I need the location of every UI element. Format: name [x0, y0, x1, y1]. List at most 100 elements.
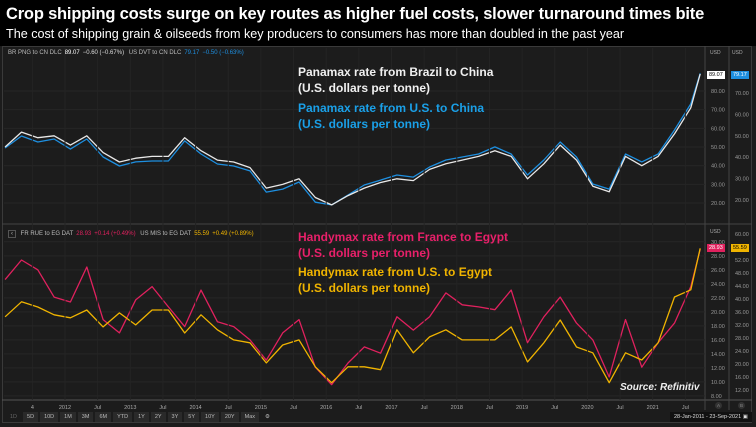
legend-code: US MIS to EG DAT: [140, 231, 192, 237]
y-tick-label: 20.00: [711, 310, 725, 316]
y-tick-label: 80.00: [711, 89, 725, 95]
date-range-text: 28-Jan-2011 - 23-Sep-2021: [674, 414, 742, 420]
unit-selector[interactable]: USD: [732, 50, 743, 56]
y-tick-label: 50.00: [735, 134, 749, 140]
x-tick-label: 2013: [124, 405, 136, 411]
last-value-tag: 89.07: [707, 71, 725, 79]
period-button-1y[interactable]: 1Y: [134, 412, 149, 422]
y-tick-label: 20.00: [711, 201, 725, 207]
x-tick-label: 2014: [189, 405, 201, 411]
unit-selector[interactable]: USD: [710, 50, 721, 56]
y-tick-label: 28.00: [735, 336, 749, 342]
legend-code: US DVT to CN DLC: [128, 50, 182, 56]
y-tick-label: 40.00: [735, 155, 749, 161]
series-line-fr-rue-to-eg-dat: [4, 249, 701, 386]
series-line-br-png-to-cn-dlc: [4, 73, 701, 206]
x-tick-label: 4: [31, 405, 34, 411]
period-button-3m[interactable]: 3M: [77, 412, 94, 422]
header: Crop shipping costs surge on key routes …: [0, 0, 756, 46]
annotation-line: (U.S. dollars per tonne): [298, 281, 431, 295]
y-tick-label: 16.00: [711, 338, 725, 344]
y-tick-label: 48.00: [735, 271, 749, 277]
chart-frame: [2, 46, 752, 423]
chart-subtitle: The cost of shipping grain & oilseeds fr…: [6, 27, 625, 41]
chart-title: Crop shipping costs surge on key routes …: [6, 5, 705, 23]
y-tick-label: 8.00: [711, 394, 722, 400]
period-button-1m[interactable]: 1M: [60, 412, 76, 422]
x-tick-label: 2021: [647, 405, 659, 411]
x-tick-label: Jul: [355, 405, 362, 411]
x-tick-label: Jul: [551, 405, 558, 411]
legend-last: 55.59: [194, 231, 210, 237]
x-tick-label: 2012: [59, 405, 71, 411]
period-toolbar: 1D 5D 10D 1M 3M 6M YTD 1Y 2Y 3Y 5Y 10Y 2…: [6, 412, 274, 422]
legend-change: +0.49 (+0.89%): [212, 231, 254, 237]
annotation-line: Panamax rate from U.S. to China: [298, 101, 485, 115]
period-button-max[interactable]: Max: [240, 412, 259, 422]
y-tick-label: 30.00: [735, 177, 749, 183]
y-tick-label: 30.00: [711, 182, 725, 188]
collapse-icon[interactable]: ‹: [8, 230, 16, 238]
x-tick-label: 2016: [320, 405, 332, 411]
period-button-6m[interactable]: 6M: [95, 412, 112, 422]
y-tick-label: 60.00: [735, 232, 749, 238]
y-tick-label: 30.00: [711, 240, 725, 246]
legend-last: 79.17: [184, 50, 200, 56]
annotation-line: Handymax rate from U.S. to Egypt: [298, 265, 493, 279]
last-value-tag: 79.17: [731, 71, 749, 79]
y-tick-label: 24.00: [711, 282, 725, 288]
period-button-5d[interactable]: 5D: [23, 412, 39, 422]
y-tick-label: 20.00: [735, 198, 749, 204]
y-tick-label: 40.00: [711, 164, 725, 170]
calendar-icon[interactable]: ▣: [742, 414, 748, 420]
axis-b-button[interactable]: B: [738, 402, 745, 409]
annotation-line: (U.S. dollars per tonne): [298, 117, 431, 131]
period-button-3y[interactable]: 3Y: [167, 412, 183, 422]
legend-change: +0.14 (+0.49%): [94, 231, 136, 237]
y-tick-label: 12.00: [711, 366, 725, 372]
period-button-20y[interactable]: 20Y: [220, 412, 239, 422]
annotation-brazil-china: Panamax rate from Brazil to China (U.S. …: [298, 64, 493, 96]
last-value-tag: 28.93: [707, 244, 725, 252]
y-tick-label: 32.00: [735, 323, 749, 329]
annotation-line: Handymax rate from France to Egypt: [298, 230, 509, 244]
annotation-line: Panamax rate from Brazil to China: [298, 65, 494, 79]
y-tick-label: 14.00: [711, 352, 725, 358]
series-line-us-dvt-to-cn-dlc: [4, 73, 701, 206]
y-tick-label: 28.00: [711, 254, 725, 260]
period-button-2y[interactable]: 2Y: [150, 412, 166, 422]
y-tick-label: 70.00: [711, 108, 725, 114]
gear-icon[interactable]: ⚙: [265, 414, 270, 420]
y-tick-label: 16.00: [735, 375, 749, 381]
y-tick-label: 18.00: [711, 324, 725, 330]
x-tick-label: Jul: [617, 405, 624, 411]
x-tick-label: 2017: [385, 405, 397, 411]
x-tick-label: 2019: [516, 405, 528, 411]
axis-a-button[interactable]: A: [715, 402, 722, 409]
y-tick-label: 10.00: [711, 380, 725, 386]
annotation-us-egypt: Handymax rate from U.S. to Egypt (U.S. d…: [298, 264, 492, 296]
period-button-10y[interactable]: 10Y: [201, 412, 219, 422]
legend-code: FR RUE to EG DAT: [20, 231, 74, 237]
y-tick-label: 22.00: [711, 296, 725, 302]
period-button-10d[interactable]: 10D: [40, 412, 59, 422]
legend-last: 28.93: [76, 231, 92, 237]
y-tick-label: 24.00: [735, 349, 749, 355]
x-tick-label: Jul: [159, 405, 166, 411]
annotation-france-egypt: Handymax rate from France to Egypt (U.S.…: [298, 229, 508, 261]
y-tick-label: 70.00: [735, 91, 749, 97]
x-tick-label: Jul: [421, 405, 428, 411]
x-tick-label: 2020: [581, 405, 593, 411]
y-tick-label: 60.00: [711, 126, 725, 132]
x-tick-label: Jul: [225, 405, 232, 411]
x-tick-label: 2015: [255, 405, 267, 411]
date-range-picker[interactable]: 28-Jan-2011 - 23-Sep-2021 ▣: [670, 412, 752, 422]
unit-selector[interactable]: USD: [710, 229, 721, 235]
period-button-ytd[interactable]: YTD: [113, 412, 133, 422]
legend-change: −0.60 (−0.67%): [82, 50, 125, 56]
y-tick-label: 44.00: [735, 284, 749, 290]
period-button-1d[interactable]: 1D: [10, 414, 18, 420]
legend-code: BR PNG to CN DLC: [8, 50, 62, 56]
period-button-5y[interactable]: 5Y: [184, 412, 200, 422]
